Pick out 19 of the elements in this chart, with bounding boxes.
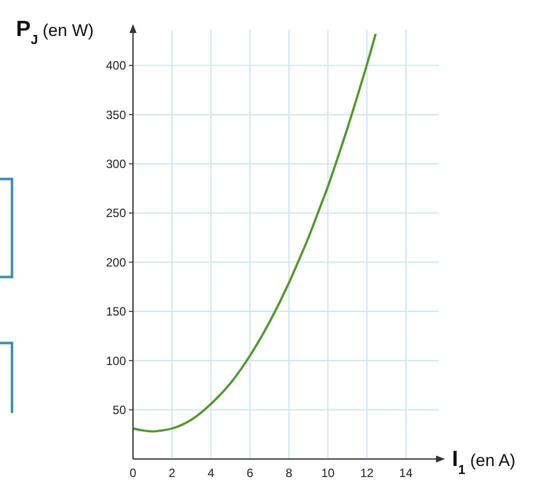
y-tick-label: 350	[106, 108, 126, 122]
x-tick-label: 0	[130, 466, 137, 480]
line-series	[132, 32, 377, 433]
x-tick-label: 4	[208, 466, 215, 480]
y-tick-label: 150	[106, 304, 126, 319]
y-tick-label: 300	[106, 157, 126, 172]
x-axis-title: I$_{1}$ (en A)	[452, 446, 516, 476]
y-tick-label: 100	[106, 354, 126, 368]
x-tick-label: 10	[321, 466, 335, 480]
x-tick-label: 8	[286, 466, 293, 480]
y-tick-label: 400	[106, 58, 126, 73]
x-tick-label: 2	[168, 466, 176, 480]
x-tick-label: 12	[360, 466, 374, 480]
x-tick-label: 6	[246, 466, 254, 480]
x-tick-label: 14	[399, 466, 413, 480]
y-tick-label: 250	[106, 206, 126, 220]
y-tick-label: 50	[112, 403, 126, 418]
y-axis-title: P$_{J}$ (en W)	[16, 16, 94, 46]
y-tick-label: 200	[106, 255, 126, 270]
